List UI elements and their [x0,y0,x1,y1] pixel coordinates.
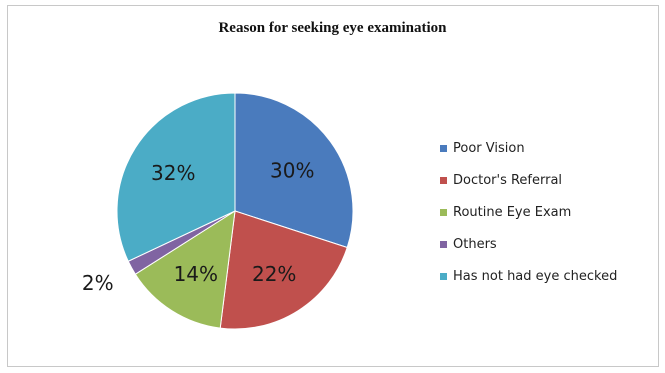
chart-title: Reason for seeking eye examination [218,20,447,36]
legend-item-doctors-referral: Doctor's Referral [440,168,617,192]
legend-swatch [440,144,447,152]
legend-swatch [440,208,447,216]
data-label: 14% [174,262,218,286]
legend-label: Poor Vision [453,140,525,156]
legend-label: Doctor's Referral [453,172,563,188]
data-label: 22% [252,262,296,286]
legend-item-routine-eye-exam: Routine Eye Exam [440,200,617,224]
legend: Poor Vision Doctor's Referral Routine Ey… [440,136,617,296]
data-label: 32% [151,161,195,185]
legend-label: Routine Eye Exam [453,204,572,220]
legend-item-poor-vision: Poor Vision [440,136,617,160]
pie-slice-poor-vision [234,92,354,249]
legend-item-others: Others [440,232,617,256]
pie-slice-doctor-s-referral [219,210,348,330]
data-label: 30% [270,158,314,182]
legend-swatch [440,176,447,184]
pie-slices [116,92,354,330]
legend-swatch [440,272,447,280]
data-label: 2% [82,271,114,295]
pie-slice-has-not-had-eye-checked [116,92,236,262]
legend-label: Has not had eye checked [453,268,618,284]
legend-label: Others [453,236,497,252]
legend-swatch [440,240,447,248]
legend-item-has-not-had-eye-checked: Has not had eye checked [440,264,617,288]
pie-labels: 30% 22% 14% 2% 32% [82,158,315,295]
pie-slice-routine-eye-exam [134,210,236,329]
